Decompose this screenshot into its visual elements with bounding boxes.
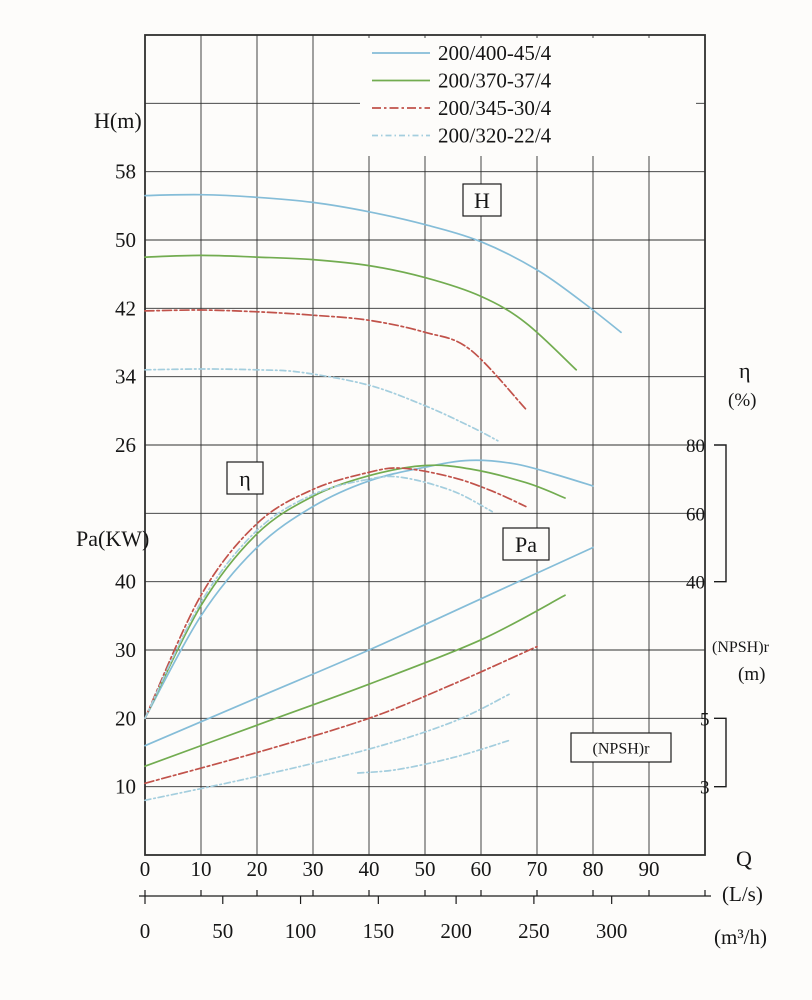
x-unit-m3h: (m³/h)	[714, 925, 767, 949]
eta-tick-label: 80	[686, 436, 705, 457]
curve-Pa-200-400-45-4	[144, 546, 594, 747]
legend-label: 200/345-30/4	[438, 96, 552, 120]
legend-label: 200/400-45/4	[438, 41, 552, 65]
legend-label: 200/320-22/4	[438, 124, 552, 148]
x-tick-label-lps: 10	[191, 857, 212, 881]
annotation-frame	[462, 183, 502, 217]
annotation-frame	[570, 732, 672, 763]
plot-border	[144, 34, 706, 856]
eta-tick-label: 60	[686, 504, 705, 525]
x-tick-label-lps: 60	[471, 857, 492, 881]
curve-H-200-345-30-4	[144, 309, 527, 410]
pa-tick-label: 20	[115, 706, 136, 730]
curve-H-200-320-22-4	[144, 368, 499, 442]
x-axis: 0 10 20 30 40 50 60 70 80 90 0 50 100 150 200 250 300 Q (L…	[139, 846, 767, 949]
x-tick-label-m3h: 100	[285, 919, 317, 943]
x-tick-label-m3h: 250	[518, 919, 550, 943]
x-tick-label-lps: 20	[247, 857, 268, 881]
x-tick-label-lps: 0	[140, 857, 151, 881]
x-tick-label-m3h: 0	[140, 919, 151, 943]
x-axis-title: Q	[736, 846, 752, 871]
series-curves	[144, 193, 622, 802]
x-tick-label-lps: 90	[639, 857, 660, 881]
eta-axis-title: η	[739, 358, 751, 383]
legend-item: 200/320-22/4	[372, 124, 552, 148]
annotation-label: Pa	[515, 532, 537, 557]
legend: 200/400-45/4 200/370-37/4 200/345-30/4 200/…	[360, 38, 696, 156]
x-tick-label-m3h: 150	[363, 919, 395, 943]
pa-tick-label: 10	[115, 775, 136, 799]
h-tick-label: 34	[115, 365, 137, 389]
curve-Pa-200-345-30-4	[144, 645, 538, 785]
annotation-frame	[226, 461, 264, 495]
axis-labels: H(m)5850423426Pa(KW)40302010η(%)806040(N…	[76, 108, 770, 799]
eta-axis-bracket	[714, 444, 727, 583]
x-tick-label-lps: 50	[415, 857, 436, 881]
curve-H-200-400-45-4	[144, 193, 622, 334]
x-tick-label-lps: 30	[303, 857, 324, 881]
h-tick-label: 50	[115, 228, 136, 252]
annotation-box: Pa	[502, 527, 550, 561]
legend-item: 200/345-30/4	[372, 96, 552, 120]
h-tick-label: 42	[115, 296, 136, 320]
npsh-tick-label: 5	[700, 709, 710, 730]
annotation-label: η	[239, 466, 251, 491]
pa-tick-label: 30	[115, 638, 136, 662]
legend-item: 200/370-37/4	[372, 69, 552, 93]
annotation-box: η	[226, 461, 264, 495]
x-tick-label-lps: 80	[583, 857, 604, 881]
x-tick-label-m3h: 50	[212, 919, 233, 943]
curve-Pa-200-320-22-4	[144, 693, 510, 802]
x-tick-label-lps: 40	[359, 857, 380, 881]
curve-Pa-200-370-37-4	[144, 594, 566, 768]
legend-label: 200/370-37/4	[438, 69, 552, 93]
x-tick-label-m3h: 200	[440, 919, 472, 943]
npsh-axis-bracket	[714, 717, 727, 788]
npsh-axis-title: (NPSH)r	[712, 639, 770, 656]
npsh-axis-unit: (m)	[738, 664, 765, 685]
legend-item: 200/400-45/4	[372, 41, 552, 65]
annotation-label: (NPSH)r	[593, 740, 651, 757]
curve-eta-200-345-30-4	[144, 467, 527, 720]
curve-H-200-370-37-4	[144, 254, 578, 371]
eta-tick-label: 40	[686, 573, 705, 594]
npsh-tick-label: 3	[700, 778, 710, 799]
pa-axis-title: Pa(KW)	[76, 526, 149, 551]
annotation-box: (NPSH)r	[570, 732, 672, 763]
annotation-label: H	[474, 188, 490, 213]
h-tick-label: 58	[115, 160, 136, 184]
x-unit-lps: (L/s)	[722, 882, 763, 906]
curve-npsh-200-320-22-4	[356, 739, 510, 774]
h-axis-title: H(m)	[94, 108, 142, 133]
pa-tick-label: 40	[115, 570, 136, 594]
x-tick-label-lps: 70	[527, 857, 548, 881]
annotation-box: H	[462, 183, 502, 217]
curve-eta-200-320-22-4	[144, 475, 494, 720]
curve-eta-200-370-37-4	[144, 464, 566, 720]
annotation-frame	[502, 527, 550, 561]
eta-axis-unit: (%)	[728, 390, 756, 411]
h-tick-label: 26	[115, 433, 136, 457]
x-tick-label-m3h: 300	[596, 919, 628, 943]
